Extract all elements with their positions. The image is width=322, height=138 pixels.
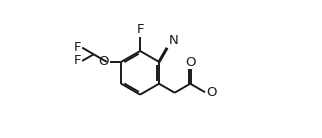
Text: F: F xyxy=(137,23,144,36)
Text: F: F xyxy=(74,54,81,67)
Text: O: O xyxy=(206,86,216,99)
Text: F: F xyxy=(74,41,81,54)
Text: O: O xyxy=(99,55,109,68)
Text: O: O xyxy=(185,55,195,69)
Text: N: N xyxy=(169,34,178,47)
